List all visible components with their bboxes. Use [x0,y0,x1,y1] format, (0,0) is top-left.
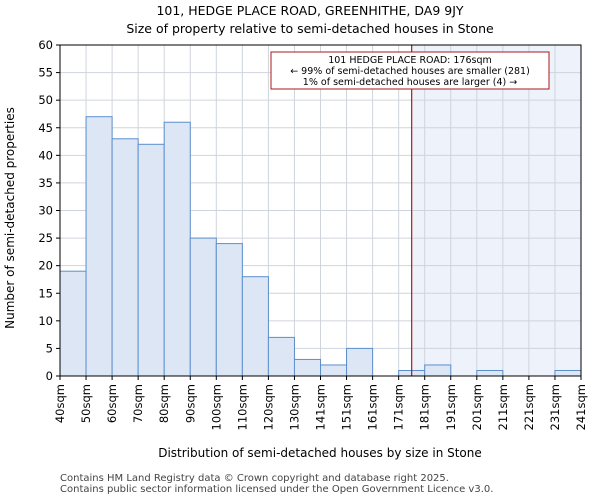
x-tick-label: 211sqm [496,384,510,430]
y-tick-label: 5 [46,341,53,355]
x-tick-label: 40sqm [53,384,67,423]
x-tick-label: 201sqm [470,384,484,430]
x-tick-label: 130sqm [287,384,301,430]
x-tick-label: 50sqm [79,384,93,423]
x-tick-label: 141sqm [314,384,328,430]
x-tick-label: 151sqm [340,384,354,430]
y-tick-label: 15 [38,286,53,300]
y-tick-label: 0 [46,369,53,383]
bar [320,364,348,377]
bar [137,143,165,377]
y-tick-label: 35 [38,176,53,190]
x-tick-label: 80sqm [157,384,171,423]
chart-subtitle: Size of property relative to semi-detach… [126,21,494,36]
bar [163,121,191,377]
bar [424,364,452,377]
bar [85,116,113,377]
bar [241,276,269,377]
bar [554,369,582,377]
bar [267,336,295,377]
annotation-line-3: 1% of semi-detached houses are larger (4… [303,77,517,88]
x-tick-label: 231sqm [548,384,562,430]
y-tick-label: 10 [38,314,53,328]
x-tick-label: 241sqm [574,384,588,430]
x-tick-label: 181sqm [418,384,432,430]
x-tick-label: 70sqm [131,384,145,423]
x-tick-label: 171sqm [392,384,406,430]
y-tick-label: 45 [38,121,53,135]
y-tick-label: 50 [38,93,53,107]
plot-area: 0 5 10 15 20 25 30 35 40 45 50 55 60 40sqm 50sqm 60sqm 7… [38,38,588,430]
x-tick-label: 100sqm [209,384,223,430]
bar [111,138,139,377]
annotation-line-1: 101 HEDGE PLACE ROAD: 176sqm [328,55,492,66]
y-tick-label: 40 [38,148,53,162]
y-tick-label: 30 [38,204,53,218]
x-tick-label: 221sqm [522,384,536,430]
bar [293,358,322,377]
y-tick-label: 20 [38,259,53,273]
annotation-line-2: ← 99% of semi-detached houses are smalle… [290,66,530,77]
x-tick-label: 191sqm [444,384,458,430]
y-tick-label: 60 [38,38,53,52]
bar [476,369,504,377]
footer-licence: Contains public sector information licen… [60,484,494,495]
x-axis-label: Distribution of semi-detached houses by … [158,446,482,460]
footer-copyright: Contains HM Land Registry data © Crown c… [60,473,449,484]
annotation-box [270,51,550,90]
bar [346,347,374,377]
y-axis-label: Number of semi-detached properties [3,107,17,329]
y-tick-label: 55 [38,66,53,80]
chart-title: 101, HEDGE PLACE ROAD, GREENHITHE, DA9 9… [156,3,463,18]
x-tick-label: 90sqm [183,384,197,423]
x-tick-label: 110sqm [235,384,249,430]
y-tick-label: 25 [38,231,53,245]
x-tick-label: 120sqm [261,384,275,430]
bar [215,243,243,377]
bar [189,237,217,377]
bar [59,270,87,377]
x-tick-label: 161sqm [366,384,380,430]
x-tick-label: 60sqm [105,384,119,423]
